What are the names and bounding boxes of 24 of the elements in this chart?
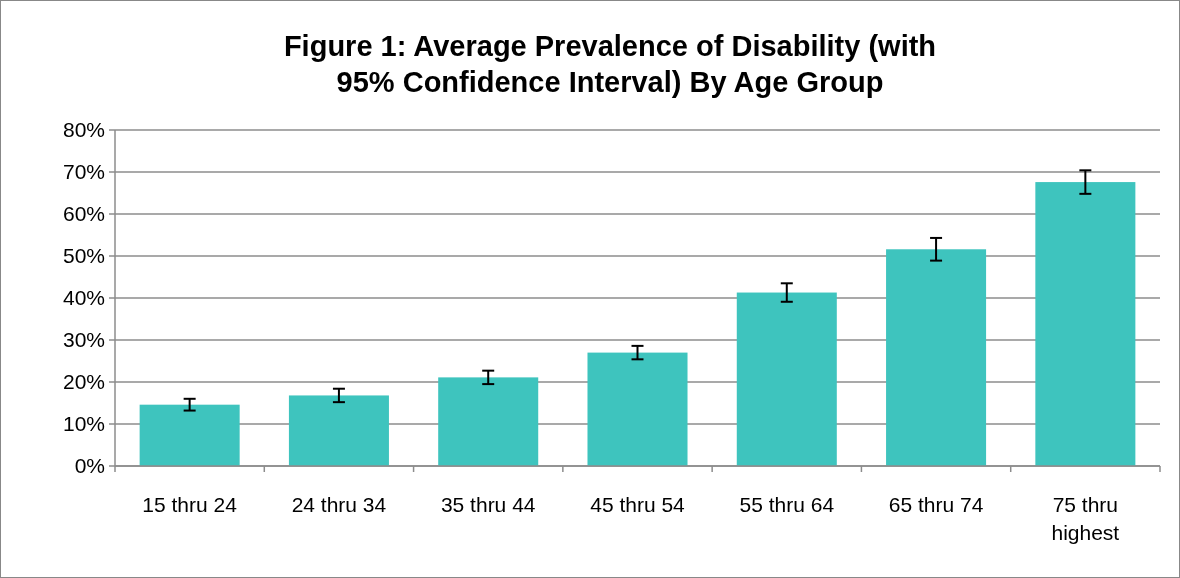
y-tick-label: 50% — [62, 244, 105, 268]
y-tick-label: 20% — [62, 370, 105, 394]
x-tick-label: 65 thru 74 — [888, 493, 984, 516]
y-tick-label: 80% — [62, 118, 105, 142]
y-tick-label: 30% — [62, 328, 105, 352]
y-tick-label: 10% — [62, 412, 105, 436]
bar — [886, 249, 987, 466]
chart-title: Figure 1: Average Prevalence of Disability (with 95% Confidence Interval) By Age Group — [283, 30, 937, 98]
y-tick-label: 40% — [62, 286, 105, 310]
x-tick-label: 55 thru 64 — [739, 493, 835, 516]
bar — [1035, 182, 1136, 466]
bar — [438, 377, 539, 466]
x-tick-label: 45 thru 54 — [590, 493, 686, 516]
y-tick-label: 0% — [74, 454, 105, 478]
bar — [736, 292, 837, 466]
x-tick-label: 75 thru highest — [1051, 493, 1120, 544]
bar — [139, 404, 240, 466]
bar — [288, 395, 389, 466]
x-tick-label: 24 thru 34 — [291, 493, 387, 516]
x-tick-label: 35 thru 44 — [440, 493, 536, 516]
x-tick-label: 15 thru 24 — [142, 493, 238, 516]
bar — [587, 352, 688, 466]
y-tick-label: 70% — [62, 160, 105, 184]
y-tick-label: 60% — [62, 202, 105, 226]
